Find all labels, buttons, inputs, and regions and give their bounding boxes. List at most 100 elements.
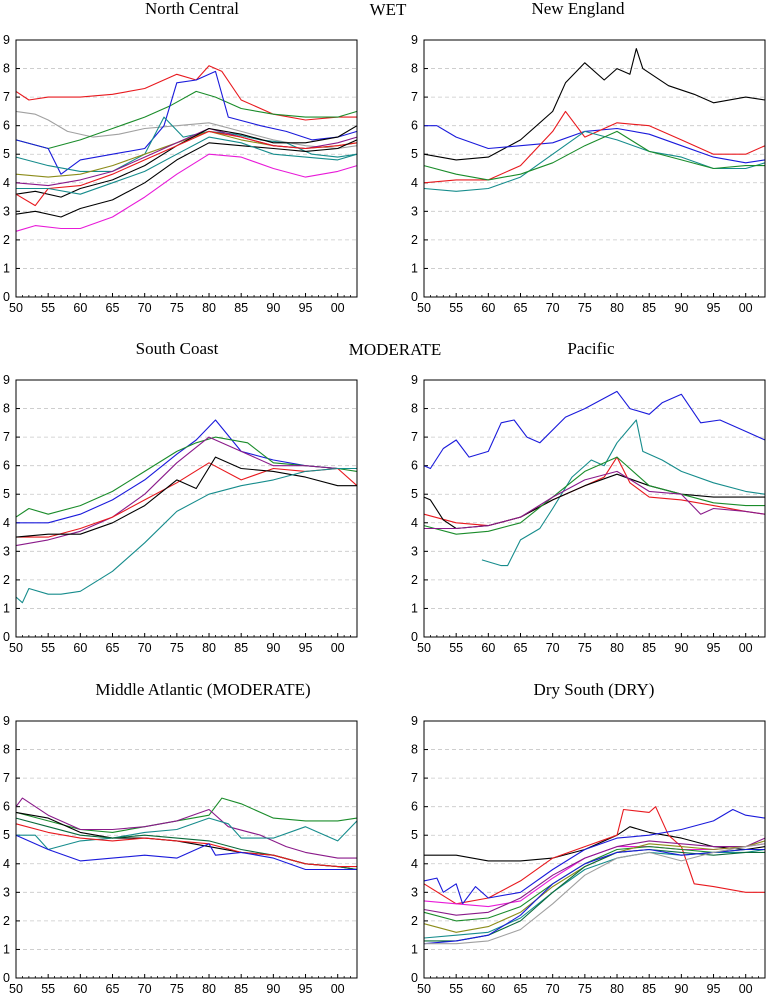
x-tick-label: 65 bbox=[514, 301, 528, 315]
series-line-s2 bbox=[15, 797, 357, 859]
y-tick-label: 8 bbox=[411, 402, 418, 416]
y-tick-label: 9 bbox=[3, 33, 10, 47]
y-tick-label: 3 bbox=[3, 544, 10, 558]
chart-panel-3: South Coast 0 1 2 3 4 5 6 7 8 9 50 55 60 65 70 75 80 85 90 9… bbox=[3, 339, 358, 655]
plot-frame bbox=[423, 39, 766, 298]
x-tick-label: 60 bbox=[73, 641, 87, 655]
x-tick-label: 95 bbox=[707, 301, 721, 315]
series-line-s5 bbox=[15, 456, 357, 538]
y-tick-label: 6 bbox=[411, 459, 418, 473]
y-tick-label: 7 bbox=[3, 430, 10, 444]
y-tick-label: 6 bbox=[3, 119, 10, 133]
y-tick-label: 2 bbox=[3, 914, 10, 928]
series-line-s11 bbox=[15, 153, 358, 232]
y-tick-label: 0 bbox=[411, 630, 418, 644]
series-line-s3 bbox=[15, 90, 358, 150]
chart-panel-6: Dry South (DRY) 0 1 2 3 4 5 6 7 8 9 50 55 60 65 70 75 80 8… bbox=[411, 680, 766, 996]
y-tick-label: 1 bbox=[411, 942, 418, 956]
series-line-s2 bbox=[423, 806, 765, 905]
chart-panel-1: North Central 0 1 2 3 4 5 6 7 8 9 50 55 60 65 70 75 80 85 9… bbox=[3, 0, 358, 315]
y-tick-label: 4 bbox=[411, 516, 418, 530]
series-line-s5 bbox=[423, 837, 766, 916]
y-tick-label: 4 bbox=[411, 176, 418, 190]
x-tick-label: 70 bbox=[138, 641, 152, 655]
series-line-s11 bbox=[424, 843, 766, 945]
group-label-wet: WET bbox=[370, 0, 407, 19]
chart-title: North Central bbox=[145, 0, 239, 18]
x-tick-label: 70 bbox=[138, 982, 152, 996]
series-line-s1 bbox=[15, 65, 357, 121]
y-tick-label: 9 bbox=[411, 373, 418, 387]
series-line-s5 bbox=[423, 456, 765, 535]
y-tick-label: 2 bbox=[411, 233, 418, 247]
x-tick-label: 75 bbox=[578, 641, 592, 655]
series-line-s6 bbox=[15, 467, 357, 604]
x-tick-label: 50 bbox=[9, 301, 23, 315]
plot-frame bbox=[15, 379, 358, 638]
group-label-moderate: MODERATE bbox=[349, 340, 442, 359]
x-tick-label: 95 bbox=[299, 982, 313, 996]
x-tick-label: 60 bbox=[481, 641, 495, 655]
chart-title: South Coast bbox=[136, 339, 219, 358]
x-tick-label: 60 bbox=[73, 982, 87, 996]
y-tick-label: 2 bbox=[3, 573, 10, 587]
chart-panel-4: Pacific 0 1 2 3 4 5 6 7 8 9 50 55 60 65 70 75 80 85 90 95 00 bbox=[411, 339, 766, 655]
x-tick-label: 00 bbox=[331, 301, 345, 315]
series-line-s2 bbox=[15, 110, 358, 150]
x-tick-label: 85 bbox=[642, 982, 656, 996]
y-tick-label: 0 bbox=[3, 971, 10, 985]
series-line-s1 bbox=[424, 826, 766, 862]
series-line-s2 bbox=[424, 125, 766, 164]
x-tick-label: 75 bbox=[170, 301, 184, 315]
series-line-s3 bbox=[423, 808, 766, 905]
y-tick-label: 2 bbox=[411, 914, 418, 928]
y-tick-label: 7 bbox=[411, 430, 418, 444]
series-line-s4 bbox=[16, 462, 358, 538]
series-line-s4 bbox=[423, 473, 765, 530]
y-tick-label: 7 bbox=[3, 90, 10, 104]
x-tick-label: 80 bbox=[202, 301, 216, 315]
x-tick-label: 80 bbox=[610, 301, 624, 315]
y-tick-label: 3 bbox=[3, 204, 10, 218]
y-tick-label: 7 bbox=[411, 90, 418, 104]
x-tick-label: 70 bbox=[546, 982, 560, 996]
x-tick-label: 90 bbox=[266, 982, 280, 996]
y-tick-label: 2 bbox=[411, 573, 418, 587]
chart-panel-5: Middle Atlantic (MODERATE) 0 1 2 3 4 5 6 7 8 9 50 55… bbox=[3, 680, 358, 996]
y-tick-label: 8 bbox=[3, 62, 10, 76]
series-line-s6 bbox=[423, 846, 765, 922]
x-tick-label: 00 bbox=[739, 982, 753, 996]
y-tick-label: 9 bbox=[3, 714, 10, 728]
x-tick-label: 75 bbox=[170, 641, 184, 655]
plot-frame bbox=[423, 379, 766, 638]
x-tick-label: 70 bbox=[546, 641, 560, 655]
series-line-s2 bbox=[481, 419, 766, 567]
series-line-s6 bbox=[15, 823, 357, 868]
series-line-s10 bbox=[15, 139, 358, 218]
x-tick-label: 55 bbox=[449, 301, 463, 315]
x-tick-label: 00 bbox=[331, 982, 345, 996]
x-tick-label: 00 bbox=[331, 641, 345, 655]
y-tick-label: 0 bbox=[411, 290, 418, 304]
x-tick-label: 55 bbox=[41, 982, 55, 996]
y-tick-label: 6 bbox=[411, 800, 418, 814]
y-tick-label: 1 bbox=[3, 261, 10, 275]
x-tick-label: 70 bbox=[546, 301, 560, 315]
y-tick-label: 4 bbox=[3, 516, 10, 530]
plot-frame bbox=[15, 720, 358, 979]
y-tick-label: 5 bbox=[3, 147, 10, 161]
x-tick-label: 50 bbox=[417, 301, 431, 315]
chart-panel-2: New England 0 1 2 3 4 5 6 7 8 9 50 55 60 65 70 75 80 85 90 9… bbox=[411, 0, 766, 315]
y-tick-label: 5 bbox=[411, 828, 418, 842]
x-tick-label: 75 bbox=[578, 982, 592, 996]
series-line-s1 bbox=[423, 48, 766, 161]
x-tick-label: 65 bbox=[514, 641, 528, 655]
x-tick-label: 90 bbox=[266, 641, 280, 655]
x-tick-label: 70 bbox=[138, 301, 152, 315]
chart-title: Pacific bbox=[567, 339, 615, 358]
plot-frame bbox=[423, 720, 766, 979]
x-tick-label: 75 bbox=[578, 301, 592, 315]
x-tick-label: 95 bbox=[299, 641, 313, 655]
y-tick-label: 9 bbox=[411, 714, 418, 728]
